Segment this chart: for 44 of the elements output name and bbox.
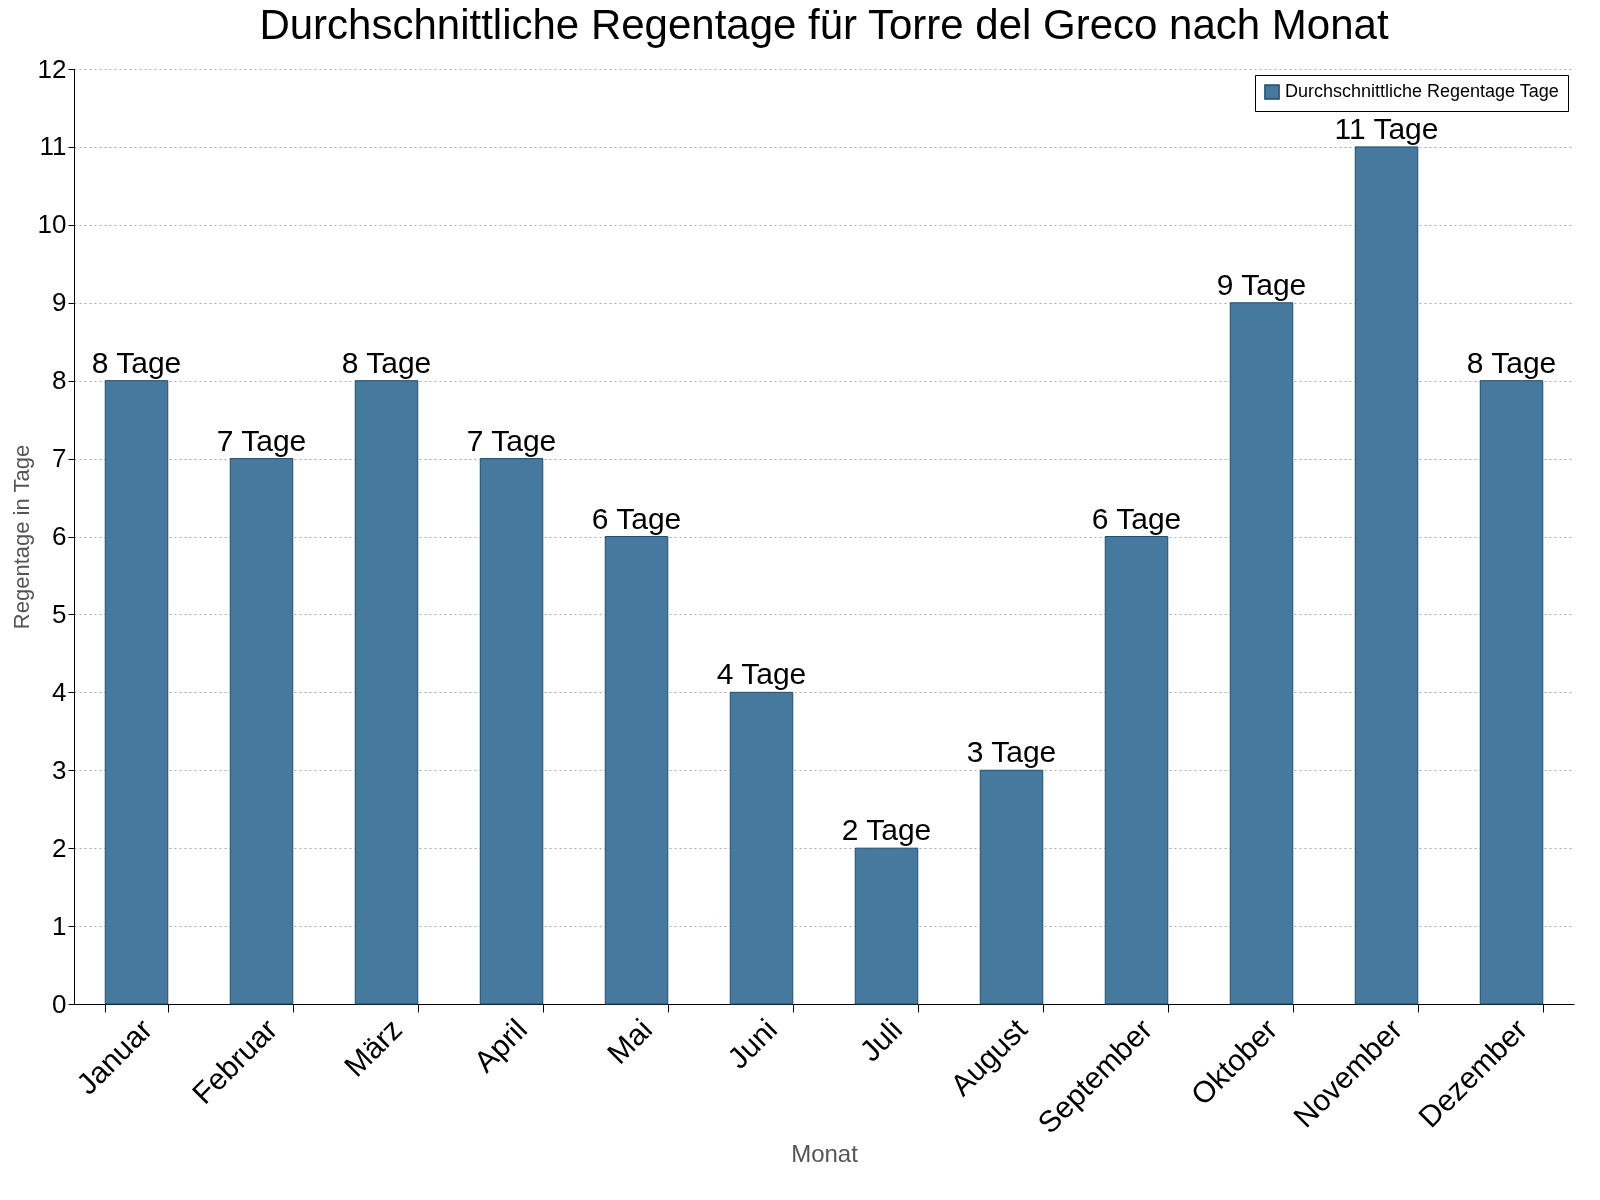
y-tick-label: 9 [52,287,67,318]
data-label: 7 Tage [466,423,557,457]
data-label: 7 Tage [216,423,307,457]
y-tick-label: 7 [52,443,67,474]
bar [1354,146,1419,1005]
data-label: 6 Tage [1091,501,1182,535]
x-tick-label: Juni [720,1012,784,1075]
y-tick-label: 1 [52,910,67,941]
y-tick-label: 2 [52,832,67,863]
bar [1229,302,1294,1005]
data-label: 9 Tage [1216,267,1307,301]
bar [229,458,294,1005]
data-label: 8 Tage [341,345,432,379]
y-tick-label: 10 [37,209,67,240]
bar [479,458,544,1005]
data-label: 2 Tage [841,813,932,847]
y-tick-label: 12 [37,53,67,84]
bar [854,847,919,1005]
legend-label: Durchschnittliche Regentage Tage [1285,81,1559,101]
data-label: 11 Tage [1334,111,1439,145]
data-label: 4 Tage [716,657,807,691]
data-label: 8 Tage [91,345,182,379]
bar [604,536,669,1005]
data-label: 3 Tage [966,735,1057,769]
bar [979,769,1044,1005]
y-axis-title: Regentage in Tage [8,444,34,630]
x-tick-label: Juli [853,1012,909,1068]
bar [729,691,794,1005]
y-tick-label: 8 [52,365,67,396]
x-tick-label: Mai [600,1012,659,1070]
y-tick-label: 6 [52,521,67,551]
bar [1479,380,1544,1005]
chart-title: Durchschnittliche Regentage für Torre del Greco nach Monat [259,1,1389,48]
y-tick-label: 11 [39,131,67,162]
bar [1104,536,1169,1005]
x-axis-title: Monat [791,1140,859,1168]
y-tick-label: 4 [52,676,67,707]
bar [354,380,419,1005]
bar [104,380,169,1005]
y-tick-label: 3 [52,754,67,785]
data-label: 6 Tage [591,501,682,535]
y-tick-label: 0 [52,988,67,1019]
y-tick-label: 5 [52,598,67,629]
data-label: 8 Tage [1466,345,1557,379]
